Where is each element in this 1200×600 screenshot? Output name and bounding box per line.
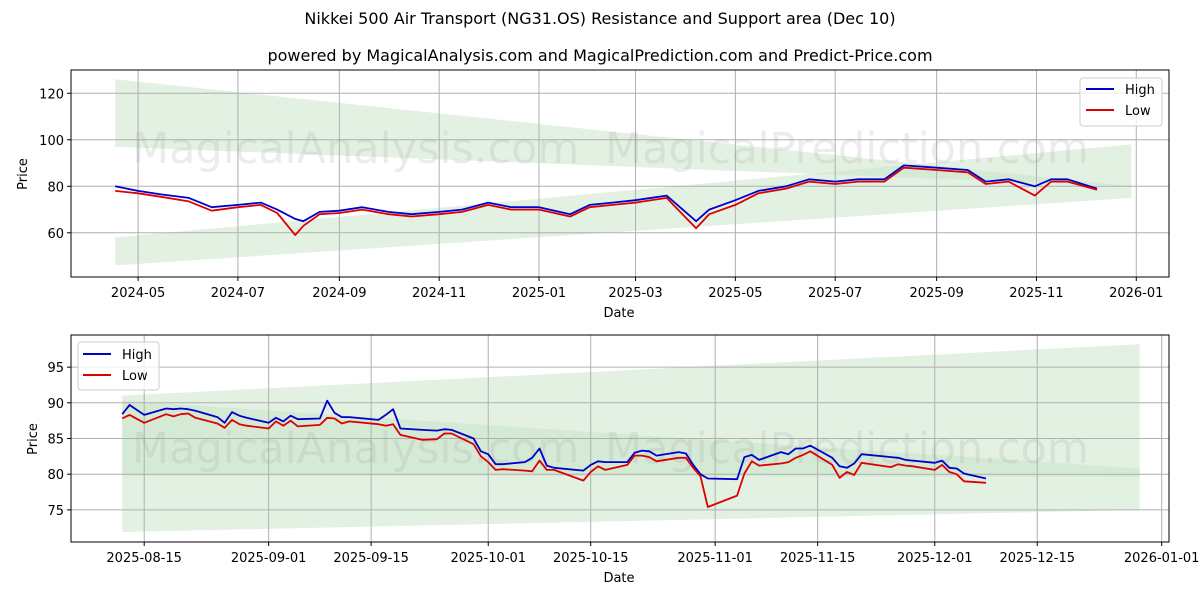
x-tick-label: 2024-07 [211, 286, 265, 301]
y-axis-label: Price [16, 158, 31, 190]
watermark-prediction: MagicalPrediction.com [605, 424, 1089, 474]
series-low [115, 166, 1098, 237]
y-tick-label: 85 [47, 433, 64, 448]
chart-title: Nikkei 500 Air Transport (NG31.OS) Resis… [304, 9, 896, 28]
price-lines [121, 399, 987, 508]
y-tick-label: 60 [47, 227, 64, 242]
x-tick-label: 2024-11 [412, 286, 466, 301]
band-support [115, 144, 1132, 266]
x-tick-label: 2025-09-15 [333, 551, 409, 566]
x-tick-label: 2025-11 [1009, 286, 1063, 301]
price-lines [115, 164, 1098, 237]
axis-ticks: 75 80 85 90 95 2025-08-15 2025-09-01 2025-09-15… [47, 361, 1199, 566]
legend-high-label: High [1125, 83, 1155, 98]
bottom-panel: MagicalAnalysis.com MagicalPrediction.co… [26, 334, 1199, 586]
x-axis-label: Date [603, 306, 634, 321]
watermark-prediction: MagicalPrediction.com [605, 124, 1089, 174]
x-tick-label: 2024-09 [312, 286, 366, 301]
support-resistance-bands [115, 79, 1132, 266]
series-low [121, 412, 987, 508]
x-tick-label: 2025-01 [512, 286, 566, 301]
y-tick-label: 80 [47, 468, 64, 483]
x-tick-label: 2025-08-15 [106, 551, 182, 566]
legend: High Low [77, 341, 160, 391]
legend: High Low [1079, 77, 1163, 127]
x-tick-label: 2025-09 [909, 286, 963, 301]
x-tick-label: 2025-10-15 [553, 551, 629, 566]
x-tick-label: 2025-03 [608, 286, 662, 301]
y-tick-label: 95 [47, 361, 64, 376]
series-high [115, 164, 1098, 223]
x-axis-label: Date [603, 571, 634, 586]
y-axis-label: Price [26, 423, 41, 455]
x-tick-label: 2025-07 [808, 286, 862, 301]
x-tick-label: 2025-10-01 [450, 551, 526, 566]
axes-frame [70, 69, 1170, 278]
axes-frame [70, 334, 1170, 543]
legend-low-label: Low [122, 369, 148, 384]
y-tick-label: 80 [47, 180, 64, 195]
x-tick-label: 2025-09-01 [231, 551, 307, 566]
x-tick-label: 2025-12-01 [897, 551, 973, 566]
y-tick-label: 120 [39, 87, 64, 102]
legend-high-label: High [122, 348, 152, 363]
x-tick-label: 2026-01 [1109, 286, 1163, 301]
watermark-analysis: MagicalAnalysis.com [132, 124, 579, 174]
y-tick-label: 75 [47, 504, 64, 519]
series-high [121, 399, 987, 481]
x-tick-label: 2025-12-15 [999, 551, 1075, 566]
axis-ticks: 60 80 100 120 2024-05 2024-07 2024-09 2024-11 20… [39, 87, 1163, 301]
top-panel: MagicalAnalysis.com MagicalPrediction.co… [16, 69, 1170, 321]
grid-lines [71, 70, 1169, 277]
legend-low-label: Low [1125, 104, 1151, 119]
x-tick-label: 2025-05 [708, 286, 762, 301]
x-tick-label: 2024-05 [111, 286, 165, 301]
band-resistance [115, 79, 1132, 187]
y-tick-label: 90 [47, 397, 64, 412]
y-tick-label: 100 [39, 134, 64, 149]
x-tick-label: 2026-01-01 [1124, 551, 1200, 566]
watermark-analysis: MagicalAnalysis.com [132, 424, 579, 474]
chart-subtitle: powered by MagicalAnalysis.com and Magic… [267, 46, 933, 65]
x-tick-label: 2025-11-15 [780, 551, 856, 566]
x-tick-label: 2025-11-01 [677, 551, 753, 566]
